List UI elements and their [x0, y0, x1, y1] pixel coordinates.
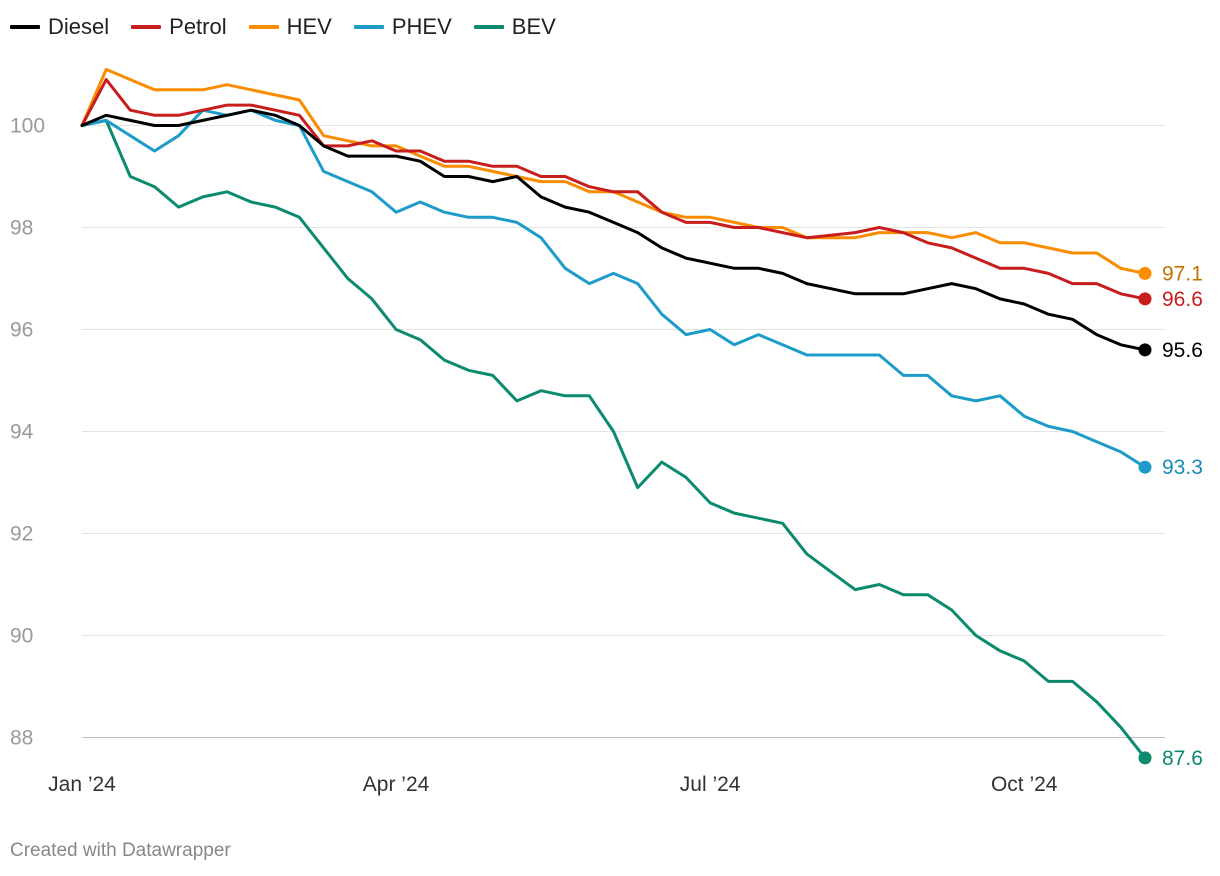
y-tick-label: 96 [10, 319, 33, 342]
legend-swatch [248, 25, 279, 29]
series-line-bev [80, 118, 1147, 760]
credit-text: Created with Datawrapper [10, 840, 231, 861]
y-tick-label: 100 [10, 115, 45, 138]
legend-label: Diesel [48, 14, 110, 39]
end-label-diesel: 95.6 [1162, 339, 1203, 362]
legend-swatch [131, 25, 162, 29]
legend: Diesel Petrol HEV PHEV BEV [10, 14, 578, 40]
x-axis: Jan ’24 Apr ’24 Jul ’24 Oct ’24 [48, 773, 1058, 796]
end-dot-hev [1138, 266, 1152, 280]
y-axis: 88 90 92 94 96 98 100 [10, 115, 45, 750]
y-tick-label: 98 [10, 217, 33, 240]
lines-layer [80, 67, 1152, 765]
end-label-bev: 87.6 [1162, 747, 1203, 770]
y-tick-label: 90 [10, 625, 33, 648]
legend-item-phev: PHEV [353, 14, 452, 40]
legend-label: HEV [286, 14, 332, 39]
y-tick-label: 92 [10, 523, 33, 546]
legend-item-petrol: Petrol [131, 14, 227, 40]
legend-label: BEV [511, 14, 556, 39]
x-tick-label: Oct ’24 [991, 773, 1058, 796]
end-dot-bev [1138, 751, 1152, 765]
y-tick-label: 94 [10, 421, 34, 444]
legend-item-bev: BEV [473, 14, 556, 40]
y-tick-label: 88 [10, 727, 33, 750]
end-dot-phev [1138, 460, 1152, 474]
end-label-petrol: 96.6 [1162, 288, 1203, 311]
series-line-phev [80, 108, 1147, 469]
legend-item-diesel: Diesel [10, 14, 109, 40]
series-line-petrol [80, 78, 1147, 301]
x-tick-label: Apr ’24 [363, 773, 430, 796]
end-label-phev: 93.3 [1162, 456, 1203, 479]
grid-layer [82, 125, 1165, 738]
end-dot-diesel [1138, 343, 1152, 357]
end-dot-petrol [1138, 292, 1152, 306]
series-line-hev [80, 67, 1147, 275]
end-label-hev: 97.1 [1162, 262, 1203, 285]
legend-label: PHEV [391, 14, 452, 39]
legend-swatch [10, 25, 40, 29]
legend-swatch [353, 25, 384, 29]
series-line-diesel [80, 108, 1147, 352]
x-tick-label: Jul ’24 [680, 773, 741, 796]
x-tick-label: Jan ’24 [48, 773, 116, 796]
legend-swatch [473, 25, 504, 29]
legend-item-hev: HEV [248, 14, 332, 40]
end-labels-layer: 87.6 93.3 97.1 96.6 95.6 [1162, 262, 1203, 770]
line-chart: 88 90 92 94 96 98 100 Jan ’24 Apr ’24 Jul ’24 Oct… [10, 67, 1203, 796]
legend-label: Petrol [169, 14, 227, 39]
